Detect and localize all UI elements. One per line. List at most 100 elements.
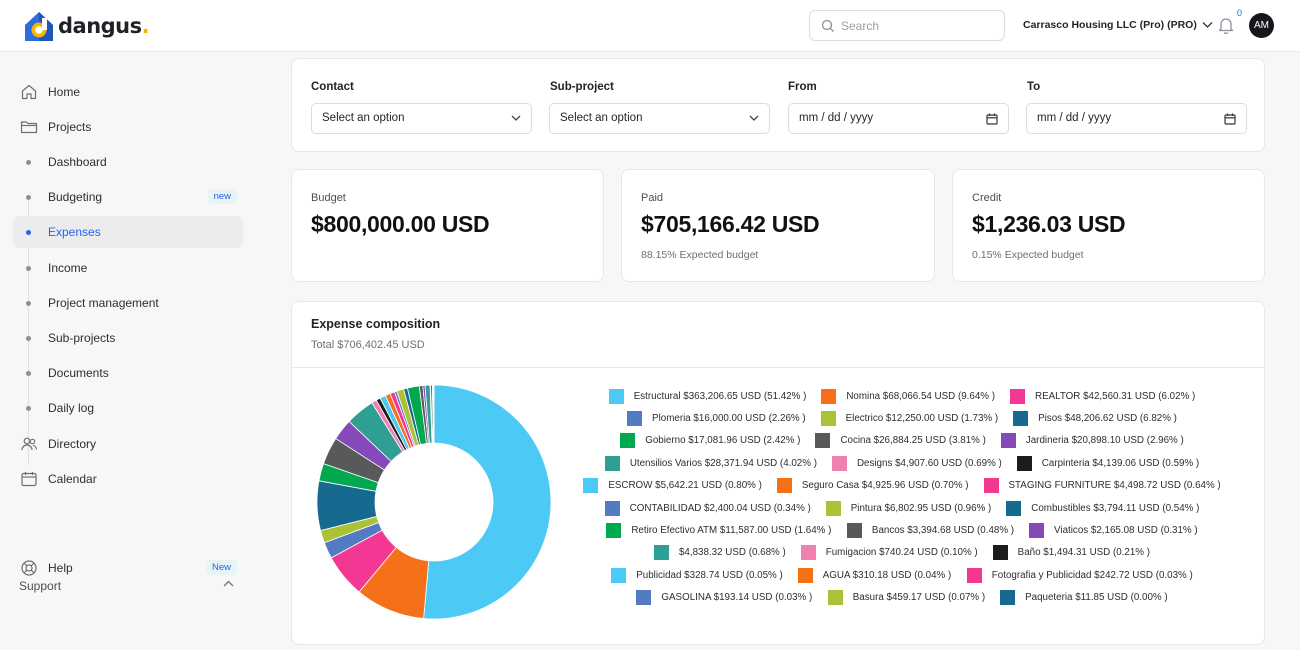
bullet-icon	[26, 195, 31, 200]
legend-label: CONTABILIDAD $2,400.04 USD (0.34% )	[629, 502, 811, 514]
legend-item[interactable]: Pintura $6,802.95 USD (0.96% )	[825, 500, 991, 516]
sidebar: Home Projects Dashboard Budgeting new Ex…	[0, 52, 256, 650]
legend-item[interactable]: Publicidad $328.74 USD (0.05% )	[611, 567, 783, 583]
legend-item[interactable]: Plomeria $16,000.00 USD (2.26% )	[627, 410, 806, 426]
top-bar: dangus. Carrasco Housing LLC (Pro) (PRO)…	[0, 0, 1300, 52]
legend-item[interactable]: Designs $4,907.60 USD (0.69% )	[831, 455, 1002, 471]
sidebar-item-directory[interactable]: Directory	[13, 428, 243, 460]
sidebar-item-help[interactable]: Help New	[13, 552, 243, 584]
sidebar-item-sub-projects[interactable]: Sub-projects	[13, 322, 243, 354]
legend-swatch	[604, 455, 620, 471]
sidebar-item-calendar[interactable]: Calendar	[13, 463, 243, 495]
legend-item[interactable]: STAGING FURNITURE $4,498.72 USD (0.64% )	[983, 478, 1221, 494]
bell-icon[interactable]	[1216, 15, 1236, 35]
legend-item[interactable]: Basura $459.17 USD (0.07% )	[827, 590, 986, 606]
sidebar-item-budgeting[interactable]: Budgeting new	[13, 181, 243, 213]
sidebar-item-label: Home	[48, 85, 81, 99]
chart-legend: Estructural $363,206.65 USD (51.42% ) Nom…	[572, 384, 1232, 614]
legend-label: Baño $1,494.31 USD (0.21% )	[1017, 547, 1150, 559]
legend-item[interactable]: Electrico $12,250.00 USD (1.73% )	[820, 410, 999, 426]
credit-card: Credit $1,236.03 USD 0.15% Expected budg…	[952, 169, 1265, 282]
calendar-icon[interactable]	[1224, 113, 1236, 125]
legend-item[interactable]: Seguro Casa $4,925.96 USD (0.70% )	[776, 478, 969, 494]
legend-item[interactable]: Paqueteria $11.85 USD (0.00% )	[1000, 590, 1168, 606]
search-box[interactable]	[809, 10, 1005, 41]
sidebar-item-dashboard[interactable]: Dashboard	[13, 146, 243, 178]
legend-item[interactable]: Viaticos $2,165.08 USD (0.31% )	[1029, 522, 1198, 538]
sidebar-item-label: Budgeting	[48, 190, 103, 204]
legend-label: Bancos $3,394.68 USD (0.48% )	[871, 524, 1015, 536]
to-date-input[interactable]: mm / dd / yyyy	[1026, 103, 1247, 134]
legend-label: Paqueteria $11.85 USD (0.00% )	[1025, 592, 1168, 604]
sidebar-item-projects[interactable]: Projects	[13, 111, 243, 143]
legend-label: Fotografia y Publicidad $242.72 USD (0.0…	[991, 569, 1193, 581]
sidebar-item-documents[interactable]: Documents	[13, 357, 243, 389]
legend-item[interactable]: Nomina $68,066.54 USD (9.64% )	[821, 388, 995, 404]
donut-chart[interactable]	[316, 384, 552, 620]
legend-item[interactable]: Gobierno $17,081.96 USD (2.42% )	[620, 433, 800, 449]
subnav-line	[28, 200, 29, 465]
legend-item[interactable]: $4,838.32 USD (0.68% )	[653, 545, 786, 561]
sidebar-item-expenses[interactable]: Expenses	[13, 216, 243, 248]
legend-item[interactable]: Bancos $3,394.68 USD (0.48% )	[846, 522, 1015, 538]
calendar-icon[interactable]	[986, 113, 998, 125]
sidebar-item-daily-log[interactable]: Daily log	[13, 392, 243, 424]
credit-label: Credit	[972, 192, 1002, 204]
from-label: From	[788, 81, 817, 93]
from-date-value: mm / dd / yyyy	[799, 112, 874, 124]
chart-total: Total $706,402.45 USD	[311, 339, 425, 351]
legend-item[interactable]: Utensilios Varios $28,371.94 USD (4.02% …	[604, 455, 817, 471]
support-section-label[interactable]: Support	[19, 579, 62, 593]
divider	[292, 367, 1264, 368]
chevron-up-icon[interactable]	[223, 580, 234, 588]
legend-swatch	[992, 545, 1008, 561]
chevron-down-icon	[511, 115, 521, 121]
legend-label: Publicidad $328.74 USD (0.05% )	[636, 569, 783, 581]
sidebar-item-income[interactable]: Income	[13, 252, 243, 284]
legend-item[interactable]: GASOLINA $193.14 USD (0.03% )	[636, 590, 812, 606]
account-switcher[interactable]: Carrasco Housing LLC (Pro) (PRO)	[1023, 19, 1213, 31]
legend-item[interactable]: REALTOR $42,560.31 USD (6.02% )	[1010, 388, 1195, 404]
avatar[interactable]: AM	[1249, 13, 1274, 38]
legend-item[interactable]: Jardineria $20,898.10 USD (2.96% )	[1000, 433, 1184, 449]
legend-item[interactable]: Estructural $363,206.65 USD (51.42% )	[608, 388, 806, 404]
pie-slice-estructural[interactable]	[423, 384, 552, 620]
legend-swatch	[604, 500, 620, 516]
legend-swatch	[583, 478, 599, 494]
legend-swatch	[821, 388, 837, 404]
legend-item[interactable]: Retiro Efectivo ATM $11,587.00 USD (1.64…	[606, 522, 831, 538]
sidebar-item-project-management[interactable]: Project management	[13, 287, 243, 319]
sidebar-item-label: Dashboard	[48, 155, 107, 169]
legend-label: Electrico $12,250.00 USD (1.73% )	[845, 412, 999, 424]
legend-item[interactable]: Cocina $26,884.25 USD (3.81% )	[815, 433, 986, 449]
legend-item[interactable]: Fumigacion $740.24 USD (0.10% )	[800, 545, 978, 561]
legend-item[interactable]: Carpinteria $4,139.06 USD (0.59% )	[1016, 455, 1199, 471]
legend-item[interactable]: Fotografia y Publicidad $242.72 USD (0.0…	[966, 567, 1193, 583]
chart-title: Expense composition	[311, 317, 441, 331]
sidebar-item-label: Expenses	[48, 225, 101, 239]
legend-item[interactable]: Pisos $48,206.62 USD (6.82% )	[1013, 410, 1177, 426]
legend-swatch	[776, 478, 792, 494]
legend-swatch	[1006, 500, 1022, 516]
brand-logo[interactable]: dangus.	[22, 8, 150, 44]
sidebar-item-home[interactable]: Home	[13, 76, 243, 108]
contact-select[interactable]: Select an option	[311, 103, 532, 134]
from-date-input[interactable]: mm / dd / yyyy	[788, 103, 1009, 134]
legend-label: GASOLINA $193.14 USD (0.03% )	[661, 592, 813, 604]
budget-label: Budget	[311, 192, 346, 204]
legend-item[interactable]: AGUA $310.18 USD (0.04% )	[797, 567, 951, 583]
legend-label: Basura $459.17 USD (0.07% )	[852, 592, 986, 604]
legend-swatch	[831, 455, 847, 471]
sidebar-item-label: Projects	[48, 120, 92, 134]
subproject-select[interactable]: Select an option	[549, 103, 770, 134]
legend-item[interactable]: ESCROW $5,642.21 USD (0.80% )	[583, 478, 762, 494]
legend-item[interactable]: Baño $1,494.31 USD (0.21% )	[992, 545, 1150, 561]
legend-item[interactable]: Combustibles $3,794.11 USD (0.54% )	[1006, 500, 1199, 516]
legend-item[interactable]: CONTABILIDAD $2,400.04 USD (0.34% )	[604, 500, 811, 516]
legend-swatch	[1013, 410, 1029, 426]
bullet-icon	[26, 160, 31, 165]
brand-name: dangus.	[58, 14, 150, 38]
search-input[interactable]	[841, 16, 997, 36]
sidebar-item-label: Daily log	[48, 401, 95, 415]
contact-label: Contact	[311, 81, 354, 93]
